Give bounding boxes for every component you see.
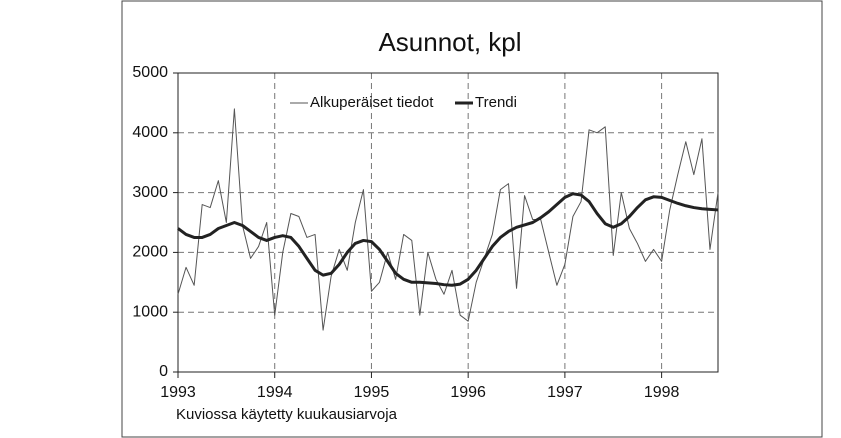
x-tick-label: 1994 bbox=[257, 384, 293, 401]
x-tick-label: 1996 bbox=[450, 384, 486, 401]
series-line bbox=[177, 108, 719, 331]
y-tick-label: 1000 bbox=[132, 303, 168, 320]
legend-label: Alkuperäiset tiedot bbox=[310, 94, 434, 111]
series-line bbox=[177, 192, 719, 287]
y-tick-label: 5000 bbox=[132, 64, 168, 81]
y-tick-label: 2000 bbox=[132, 244, 168, 261]
x-tick-label: 1993 bbox=[160, 384, 196, 401]
chart-title: Asunnot, kpl bbox=[378, 27, 521, 57]
x-tick-label: 1998 bbox=[644, 384, 680, 401]
y-tick-label: 3000 bbox=[132, 184, 168, 201]
y-tick-label: 0 bbox=[159, 363, 168, 380]
legend-label: Trendi bbox=[475, 94, 517, 111]
x-tick-label: 1995 bbox=[354, 384, 390, 401]
frame bbox=[121, 0, 823, 438]
plot-area bbox=[177, 72, 719, 373]
x-tick-label: 1997 bbox=[547, 384, 583, 401]
y-tick-label: 4000 bbox=[132, 124, 168, 141]
note: Kuviossa käytetty kuukausiarvoja bbox=[176, 406, 398, 423]
